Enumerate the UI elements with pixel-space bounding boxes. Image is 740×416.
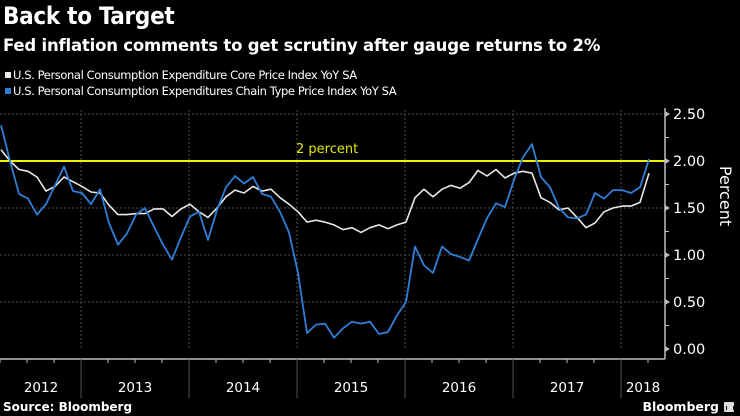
legend-label-core: U.S. Personal Consumption Expenditure Co… — [13, 68, 357, 82]
target-line-group: 2 percent — [0, 142, 665, 162]
y-tick-label: 1.50 — [673, 201, 705, 217]
y-tick-label: 2.50 — [673, 107, 705, 123]
x-tick-label: 2012 — [24, 380, 58, 396]
x-tick-label: 2016 — [442, 380, 476, 396]
axes: 2012 2013 2014 2015 2016 2017 2018 0.00 0.50 1.00… — [0, 107, 705, 398]
y-major-tick — [665, 158, 670, 164]
legend-swatch-headline — [5, 88, 11, 94]
y-major-tick — [665, 205, 670, 211]
series-line-core — [0, 149, 650, 234]
x-tick-label: 2017 — [550, 380, 584, 396]
y-tick-label: 2.00 — [673, 154, 705, 170]
y-tick-label: 0.50 — [673, 295, 705, 311]
x-tick-label: 2015 — [334, 380, 368, 396]
legend-label-headline: U.S. Personal Consumption Expenditures C… — [13, 84, 397, 98]
series-line-headline — [0, 125, 650, 339]
y-major-tick — [665, 252, 670, 258]
legend-swatch-core — [5, 72, 11, 78]
brand-logo: Bloomberg — [642, 399, 734, 414]
target-label: 2 percent — [296, 142, 358, 157]
y-major-tick — [665, 299, 670, 305]
y-major-tick — [665, 111, 670, 117]
bloomberg-terminal-icon — [724, 401, 734, 412]
y-tick-label: 0.00 — [673, 342, 705, 358]
x-tick-label: 2018 — [626, 380, 660, 396]
brand-name: Bloomberg — [642, 399, 719, 414]
chart-title: Back to Target — [3, 2, 175, 30]
x-tick-label: 2014 — [226, 380, 260, 396]
legend-item-core: U.S. Personal Consumption Expenditure Co… — [5, 68, 357, 82]
series-group — [0, 125, 650, 339]
y-tick-label: 1.00 — [673, 248, 705, 264]
y-major-tick — [665, 346, 670, 352]
legend-item-headline: U.S. Personal Consumption Expenditures C… — [5, 84, 397, 98]
source-note: Source: Bloomberg — [3, 400, 133, 414]
x-tick-label: 2013 — [118, 380, 152, 396]
y-axis-label: Percent — [716, 166, 735, 226]
chart-subtitle: Fed inflation comments to get scrutiny a… — [3, 36, 601, 55]
